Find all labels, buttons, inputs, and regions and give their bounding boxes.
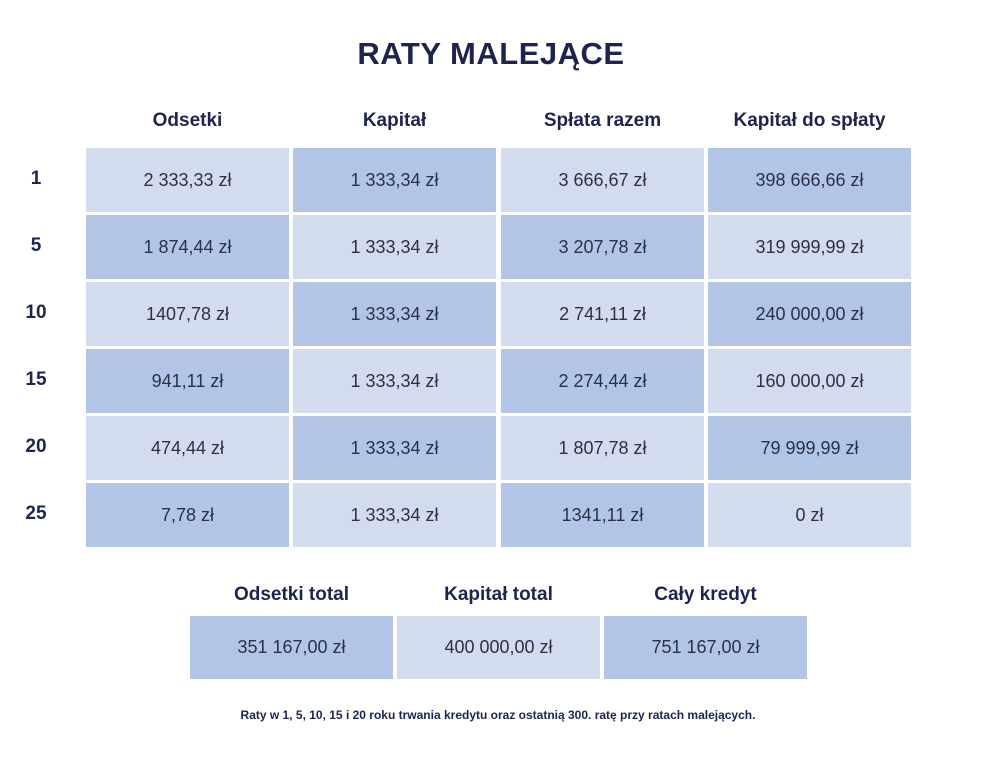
totals-cell: 400 000,00 zł bbox=[397, 616, 600, 679]
totals-cell: 751 167,00 zł bbox=[604, 616, 807, 679]
table-cell: 1 333,34 zł bbox=[293, 215, 496, 279]
table-cell: 2 741,11 zł bbox=[501, 282, 704, 346]
table-cell: 1 333,34 zł bbox=[293, 148, 496, 212]
column-header: Odsetki bbox=[152, 110, 223, 131]
table-cell: 319 999,99 zł bbox=[708, 215, 911, 279]
table-cell: 1341,11 zł bbox=[501, 483, 704, 547]
column-header: Kapitał bbox=[362, 110, 427, 131]
row-label: 5 bbox=[30, 235, 42, 256]
table-cell: 1 333,34 zł bbox=[293, 416, 496, 480]
table-cell: 1 333,34 zł bbox=[293, 282, 496, 346]
row-label: 15 bbox=[25, 369, 47, 390]
totals-column-header: Odsetki total bbox=[233, 584, 350, 605]
table-cell: 3 666,67 zł bbox=[501, 148, 704, 212]
table-cell: 941,11 zł bbox=[86, 349, 289, 413]
totals-column-header: Cały kredyt bbox=[654, 584, 757, 605]
table-cell: 0 zł bbox=[708, 483, 911, 547]
totals-cell: 351 167,00 zł bbox=[190, 616, 393, 679]
table-cell: 2 333,33 zł bbox=[86, 148, 289, 212]
table-cell: 1 807,78 zł bbox=[501, 416, 704, 480]
table-cell: 2 274,44 zł bbox=[501, 349, 704, 413]
column-header: Kapitał do spłaty bbox=[733, 110, 886, 131]
page-title: RATY MALEJĄCE bbox=[357, 36, 625, 71]
row-label: 10 bbox=[25, 302, 47, 323]
table-cell: 474,44 zł bbox=[86, 416, 289, 480]
totals-column-header: Kapitał total bbox=[444, 584, 553, 605]
row-label: 1 bbox=[30, 168, 42, 189]
row-label: 25 bbox=[25, 503, 47, 524]
table-cell: 1 333,34 zł bbox=[293, 483, 496, 547]
table-cell: 79 999,99 zł bbox=[708, 416, 911, 480]
table-cell: 3 207,78 zł bbox=[501, 215, 704, 279]
caption: Raty w 1, 5, 10, 15 i 20 roku trwania kr… bbox=[240, 708, 756, 722]
table-cell: 1 874,44 zł bbox=[86, 215, 289, 279]
table-cell: 160 000,00 zł bbox=[708, 349, 911, 413]
table-cell: 1 333,34 zł bbox=[293, 349, 496, 413]
table-cell: 7,78 zł bbox=[86, 483, 289, 547]
row-label: 20 bbox=[25, 436, 47, 457]
table-cell: 398 666,66 zł bbox=[708, 148, 911, 212]
table-cell: 1407,78 zł bbox=[86, 282, 289, 346]
column-header: Spłata razem bbox=[543, 110, 662, 131]
table-cell: 240 000,00 zł bbox=[708, 282, 911, 346]
